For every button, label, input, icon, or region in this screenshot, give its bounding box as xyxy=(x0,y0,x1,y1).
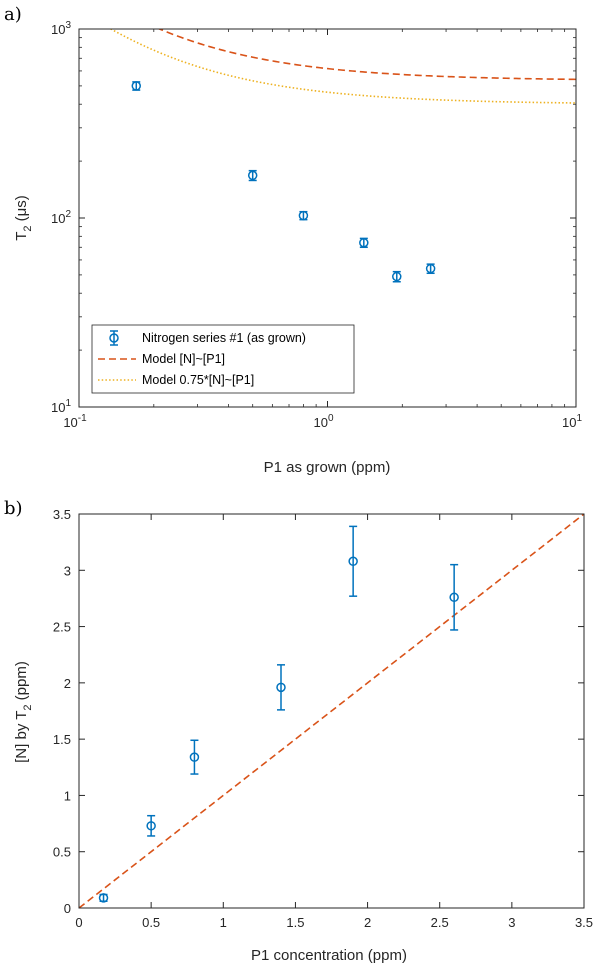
x-tick-label: 100 xyxy=(313,413,333,430)
data-point xyxy=(247,170,258,181)
panel-b-plot-area: 0 0.5 1 1.5 2 2.5 3 3.5 0 0.5 1 1.5 2 2.5 3 3.5 xyxy=(53,507,593,930)
panel-a-y-axis-label: T2 (μs) xyxy=(13,195,34,241)
data-point xyxy=(189,752,200,762)
x-tick-label: 0 xyxy=(75,915,82,930)
panel-a: a) 10-1 100 101 101 102 103 P1 as grown (ppm)… xyxy=(4,4,582,476)
x-tick-label: 0.5 xyxy=(142,915,160,930)
x-tick-label: 3 xyxy=(508,915,515,930)
legend-entry-label: Model 0.75*[N]~[P1] xyxy=(142,373,254,387)
data-point xyxy=(392,271,402,282)
panel-b-label: b) xyxy=(4,498,23,519)
x-tick-label: 3.5 xyxy=(575,915,593,930)
y-tick-label: 0.5 xyxy=(53,845,71,860)
model-curve-dotted xyxy=(109,29,576,104)
y-tick-label: 101 xyxy=(51,398,71,415)
y-tick-label: 103 xyxy=(51,20,71,37)
y-tick-label: 0 xyxy=(64,901,71,916)
panel-b-y-axis-label: [N] by T2 (ppm) xyxy=(13,661,34,763)
panel-b-axes-box xyxy=(78,513,585,909)
panel-a-label: a) xyxy=(4,4,22,25)
y-tick-label: 102 xyxy=(51,209,71,226)
y-tick-label: 2 xyxy=(64,676,71,691)
panel-b-x-axis-label: P1 concentration (ppm) xyxy=(251,947,407,964)
y-tick-label: 3.5 xyxy=(53,507,71,522)
panel-a-legend: Nitrogen series #1 (as grown) Model [N]~[… xyxy=(91,324,355,394)
data-point xyxy=(146,821,156,831)
x-tick-label: 10-1 xyxy=(63,413,87,430)
x-tick-label: 101 xyxy=(562,413,582,430)
model-curve-dashed xyxy=(157,29,576,81)
data-point xyxy=(359,237,369,248)
reference-line-y-equals-x xyxy=(78,513,585,909)
legend-entry-label: Model [N]~[P1] xyxy=(142,352,225,366)
legend-entry-label: Nitrogen series #1 (as grown) xyxy=(142,331,306,345)
data-point xyxy=(449,592,459,603)
data-point xyxy=(98,893,109,903)
x-tick-label: 1.5 xyxy=(286,915,304,930)
data-point xyxy=(348,556,358,567)
x-tick-label: 2.5 xyxy=(431,915,449,930)
data-point xyxy=(131,81,142,91)
y-tick-label: 1 xyxy=(64,788,71,803)
panel-a-axes-box xyxy=(78,28,577,408)
x-tick-label: 1 xyxy=(220,915,227,930)
y-tick-label: 3 xyxy=(64,563,71,578)
data-point xyxy=(298,210,309,221)
panel-a-plot-area: 10-1 100 101 101 102 103 xyxy=(51,20,582,430)
y-tick-label: 2.5 xyxy=(53,620,71,635)
panel-b: b) 0 0.5 1 1.5 2 2.5 3 3.5 0 0.5 1 1.5 2 2.5 3 3.5 P1 c… xyxy=(4,498,593,964)
data-point xyxy=(425,263,436,274)
y-tick-label: 1.5 xyxy=(53,732,71,747)
legend-marker xyxy=(109,333,119,343)
x-tick-label: 2 xyxy=(364,915,371,930)
panel-a-x-axis-label: P1 as grown (ppm) xyxy=(264,459,391,476)
data-point xyxy=(276,682,286,693)
